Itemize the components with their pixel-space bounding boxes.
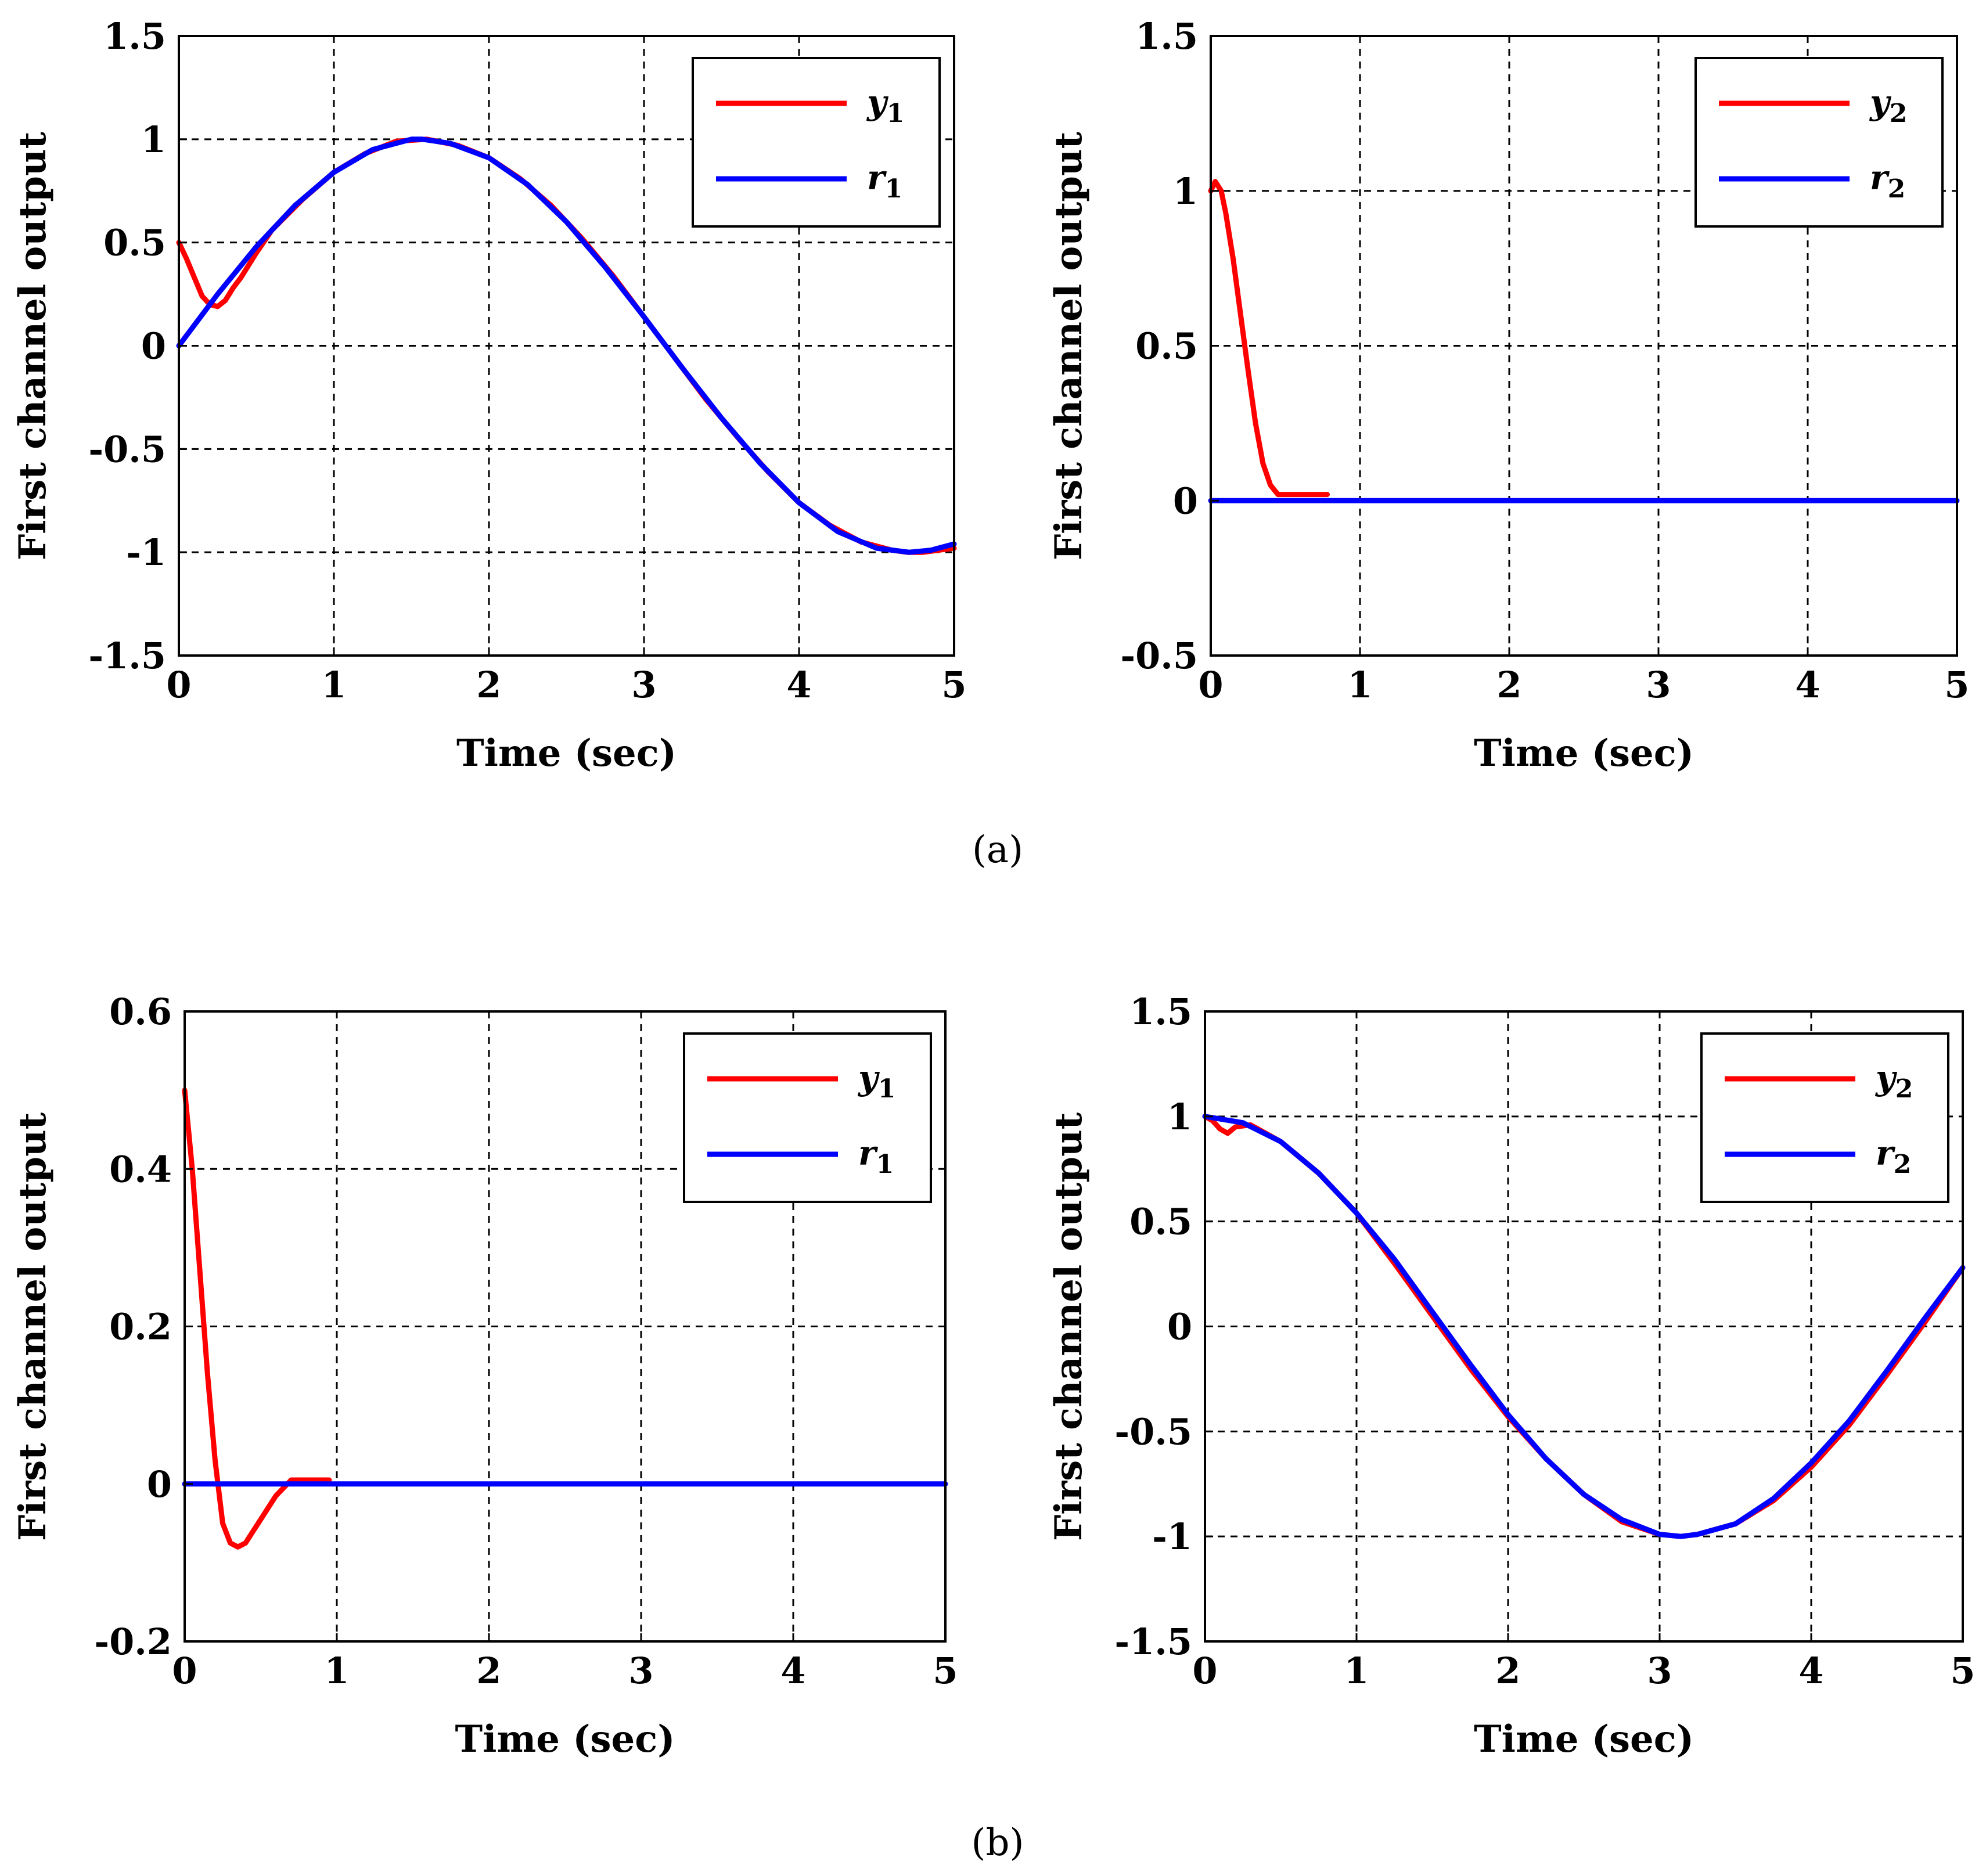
y-tick-label: 0 bbox=[141, 325, 166, 368]
x-tick-label: 0 bbox=[166, 664, 191, 706]
y-axis-label: First channel output bbox=[11, 1112, 55, 1541]
y-tick-label: 1 bbox=[1167, 1096, 1192, 1138]
y-tick-label: -0.5 bbox=[1120, 635, 1198, 677]
y-tick-label: 0.2 bbox=[109, 1306, 172, 1348]
y-tick-label: 0 bbox=[147, 1463, 172, 1506]
x-axis-label: Time (sec) bbox=[456, 732, 677, 775]
y-tick-label: 1.5 bbox=[103, 15, 166, 57]
series-line-r2 bbox=[1202, 1114, 1966, 1539]
x-tick-label: 0 bbox=[1198, 664, 1223, 706]
caption-a: (a) bbox=[972, 829, 1023, 872]
x-tick-label: 2 bbox=[1496, 664, 1521, 706]
y-tick-label: -0.5 bbox=[88, 428, 166, 470]
x-tick-label: 4 bbox=[786, 664, 811, 706]
legend-box bbox=[692, 57, 941, 228]
x-tick-label: 2 bbox=[476, 1650, 501, 1692]
y-tick-label: 1.5 bbox=[1135, 15, 1198, 57]
x-axis-label: Time (sec) bbox=[1474, 1717, 1694, 1761]
legend-box bbox=[1700, 1032, 1949, 1203]
x-axis-label: Time (sec) bbox=[455, 1717, 675, 1761]
chart-a-first-channel: 0 1 2 3 4 5 1.5 1 0.5 0 -0.5 -1 -1.5 Time (sec) First … bbox=[11, 15, 967, 775]
x-tick-label: 3 bbox=[1646, 664, 1671, 706]
y-tick-label: 0.5 bbox=[1135, 325, 1198, 368]
x-tick-label: 5 bbox=[1950, 1650, 1975, 1692]
y-tick-label: 0 bbox=[1173, 480, 1198, 522]
legend-box bbox=[1694, 57, 1944, 228]
x-tick-label: 5 bbox=[933, 1650, 958, 1692]
chart-b-second-channel: 0 1 2 3 4 5 1.5 1 0.5 0 -0.5 -1 -1.5 Time (sec) First … bbox=[1047, 991, 1976, 1761]
x-tick-label: 1 bbox=[1347, 664, 1372, 706]
y-tick-label: -0.2 bbox=[94, 1621, 172, 1663]
y-axis-label: First channel output bbox=[1047, 131, 1091, 560]
y-tick-label: 0.6 bbox=[109, 991, 172, 1033]
y-axis-label: First channel output bbox=[11, 131, 55, 560]
caption-b: (b) bbox=[972, 1821, 1024, 1864]
x-tick-label: 2 bbox=[476, 664, 501, 706]
legend-box bbox=[683, 1032, 932, 1203]
y-tick-label: -1.5 bbox=[1114, 1621, 1192, 1663]
x-axis-label: Time (sec) bbox=[1474, 732, 1694, 775]
x-tick-label: 1 bbox=[321, 664, 346, 706]
series-line-r1 bbox=[176, 136, 957, 555]
x-tick-label: 1 bbox=[1344, 1650, 1369, 1692]
series-line-y2 bbox=[1208, 179, 1330, 498]
y-tick-label: -0.5 bbox=[1114, 1410, 1192, 1453]
y-tick-label: 1.5 bbox=[1129, 991, 1192, 1033]
x-tick-label: 4 bbox=[1795, 664, 1820, 706]
x-tick-label: 0 bbox=[172, 1650, 197, 1692]
y-axis-label: First channel output bbox=[1047, 1112, 1091, 1541]
y-tick-label: 0 bbox=[1167, 1306, 1192, 1348]
y-tick-label: -1 bbox=[1152, 1515, 1192, 1558]
x-tick-label: 3 bbox=[628, 1650, 653, 1692]
y-tick-label: 1 bbox=[141, 118, 166, 161]
y-tick-label: 0.4 bbox=[109, 1148, 172, 1190]
y-tick-label: 0.5 bbox=[1129, 1201, 1192, 1243]
x-tick-label: 4 bbox=[780, 1650, 805, 1692]
y-tick-label: 1 bbox=[1173, 170, 1198, 213]
x-tick-label: 5 bbox=[1944, 664, 1969, 706]
x-tick-label: 3 bbox=[1647, 1650, 1672, 1692]
y-tick-label: -1 bbox=[126, 531, 166, 574]
x-tick-label: 2 bbox=[1495, 1650, 1520, 1692]
x-tick-label: 3 bbox=[631, 664, 656, 706]
x-tick-label: 5 bbox=[941, 664, 966, 706]
y-tick-label: 0.5 bbox=[103, 222, 166, 264]
y-tick-label: -1.5 bbox=[88, 635, 166, 677]
x-tick-label: 0 bbox=[1192, 1650, 1217, 1692]
x-tick-label: 4 bbox=[1798, 1650, 1823, 1692]
x-tick-label: 1 bbox=[324, 1650, 349, 1692]
